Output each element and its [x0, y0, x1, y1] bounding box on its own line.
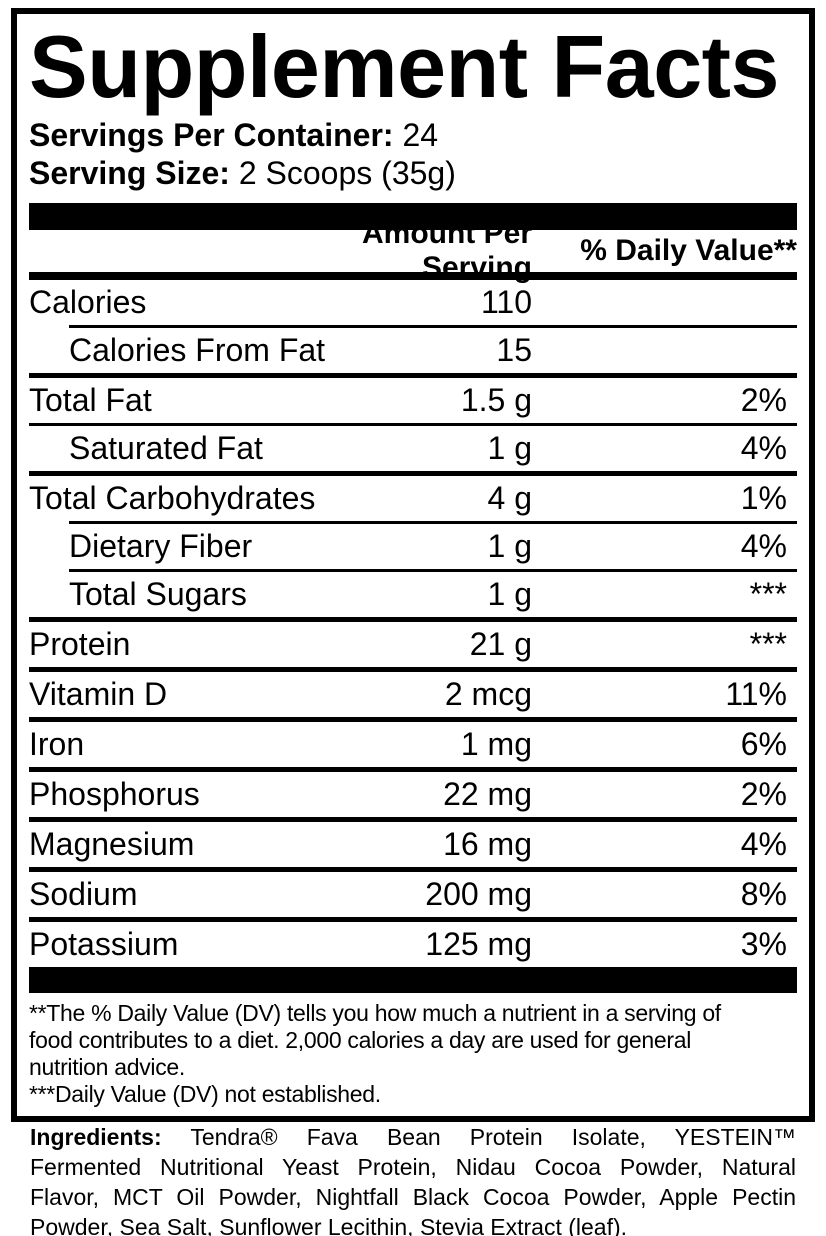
nutrient-dv: 8% [740, 876, 787, 912]
ingredients-line: Powder, Sea Salt, Sunflower Lecithin, St… [30, 1214, 628, 1236]
ingredients-label: Ingredients: [30, 1124, 162, 1150]
table-row-magnesium: Magnesium 16 mg 4% [29, 822, 797, 867]
footnote: **The % Daily Value (DV) tells you how m… [29, 1000, 797, 1108]
nutrient-dv: 2% [740, 776, 787, 812]
nutrient-dv: *** [749, 576, 787, 612]
nutrient-name: Protein [29, 626, 131, 662]
nutrient-name: Iron [29, 726, 85, 762]
nutrient-amount: 22 mg [443, 776, 532, 812]
page-title: Supplement Facts [29, 17, 779, 116]
nutrient-amount: 1 g [487, 576, 532, 612]
table-row-calories: Calories 110 [29, 280, 797, 325]
nutrient-amount: 1 mg [460, 726, 532, 762]
nutrient-amount: 16 mg [443, 826, 532, 862]
nutrient-dv: 6% [740, 726, 787, 762]
footnote-dv-line: food contributes to a diet. 2,000 calori… [29, 1027, 692, 1053]
daily-value-header: % Daily Value** [580, 234, 797, 267]
table-row-sodium: Sodium 200 mg 8% [29, 872, 797, 917]
table-row-iron: Iron 1 mg 6% [29, 722, 797, 767]
nutrient-amount: 1 g [487, 528, 532, 564]
nutrient-dv: 4% [740, 528, 787, 564]
row-separator [29, 471, 797, 476]
nutrient-name: Saturated Fat [69, 430, 263, 466]
nutrient-dv: 4% [740, 826, 787, 862]
serving-size-label: Serving Size: [29, 155, 230, 191]
footnote-dv-line: **The % Daily Value (DV) tells you how m… [29, 1000, 721, 1026]
row-separator [29, 867, 797, 872]
row-separator [29, 667, 797, 672]
servings-per-container: Servings Per Container: 24 [29, 116, 797, 154]
servings-per-container-label: Servings Per Container: [29, 117, 394, 153]
row-separator [29, 423, 797, 426]
nutrient-name: Phosphorus [29, 776, 200, 812]
row-separator [29, 817, 797, 822]
amount-per-serving-header: Amount Per Serving [361, 217, 532, 284]
nutrient-name: Calories [29, 284, 147, 320]
nutrient-name: Magnesium [29, 826, 195, 862]
nutrient-dv: *** [749, 626, 787, 662]
table-row-vitamin-d: Vitamin D 2 mcg 11% [29, 672, 797, 717]
nutrient-name: Vitamin D [29, 676, 168, 712]
nutrient-amount: 15 [496, 332, 532, 368]
table-row-total-sugars: Total Sugars 1 g *** [29, 572, 797, 617]
table-header: Amount Per Serving % Daily Value** [29, 217, 797, 284]
nutrient-amount: 110 [480, 284, 532, 320]
table-row-calories-from-fat: Calories From Fat 15 [29, 328, 797, 373]
table-row-phosphorus: Phosphorus 22 mg 2% [29, 772, 797, 817]
nutrient-name: Calories From Fat [69, 332, 326, 368]
table-row-total-carbohydrates: Total Carbohydrates 4 g 1% [29, 476, 797, 521]
table-row-total-fat: Total Fat 1.5 g 2% [29, 378, 797, 423]
nutrient-dv: 1% [740, 480, 787, 516]
ingredients-line1-rest: Tendra® Fava Bean Protein Isolate, YESTE… [190, 1124, 796, 1150]
nutrient-name: Total Carbohydrates [29, 480, 316, 516]
row-separator [29, 373, 797, 378]
nutrient-name: Dietary Fiber [69, 528, 253, 564]
ingredients-line: Fermented Nutritional Yeast Protein, Nid… [30, 1154, 796, 1180]
nutrient-dv: 2% [740, 382, 787, 418]
ingredients-line: Ingredients: Tendra® Fava Bean Protein I… [30, 1122, 796, 1152]
nutrient-name: Sodium [29, 876, 138, 912]
nutrient-amount: 2 mcg [444, 676, 532, 712]
ingredients-line: Flavor, MCT Oil Powder, Nightfall Black … [30, 1184, 796, 1210]
nutrient-amount: 200 mg [425, 876, 532, 912]
row-separator [29, 617, 797, 622]
row-separator [69, 569, 797, 572]
ingredients-text: Ingredients: Tendra® Fava Bean Protein I… [30, 1122, 796, 1236]
nutrient-amount: 21 g [469, 626, 532, 662]
nutrient-amount: 125 mg [425, 926, 532, 962]
nutrient-amount: 1.5 g [460, 382, 532, 418]
row-separator [69, 521, 797, 524]
row-separator [29, 917, 797, 922]
footnote-not-established: ***Daily Value (DV) not established. [29, 1081, 381, 1107]
supplement-facts-panel: Supplement Facts Servings Per Container:… [11, 8, 815, 1122]
serving-size: Serving Size: 2 Scoops (35g) [29, 154, 797, 192]
nutrient-name: Potassium [29, 926, 179, 962]
nutrient-name: Total Sugars [69, 576, 247, 612]
serving-size-value: 2 Scoops (35g) [238, 155, 456, 191]
row-separator [29, 767, 797, 772]
table-row-protein: Protein 21 g *** [29, 622, 797, 667]
nutrient-dv: 11% [725, 676, 787, 712]
divider-bar-top [29, 203, 797, 230]
header-underline [29, 272, 797, 280]
table-row-dietary-fiber: Dietary Fiber 1 g 4% [29, 524, 797, 569]
divider-bar-bottom [29, 967, 797, 993]
nutrient-amount: 4 g [487, 480, 532, 516]
serving-info: Servings Per Container: 24 Serving Size:… [29, 116, 797, 192]
row-separator [29, 717, 797, 722]
nutrient-name: Total Fat [29, 382, 152, 418]
row-separator [69, 325, 797, 328]
servings-per-container-value: 24 [402, 117, 439, 153]
nutrient-amount: 1 g [487, 430, 532, 466]
table-row-potassium: Potassium 125 mg 3% [29, 922, 797, 967]
nutrient-dv: 3% [740, 926, 787, 962]
table-row-saturated-fat: Saturated Fat 1 g 4% [29, 426, 797, 471]
footnote-dv-line: nutrition advice. [29, 1054, 185, 1080]
nutrient-dv: 4% [740, 430, 787, 466]
